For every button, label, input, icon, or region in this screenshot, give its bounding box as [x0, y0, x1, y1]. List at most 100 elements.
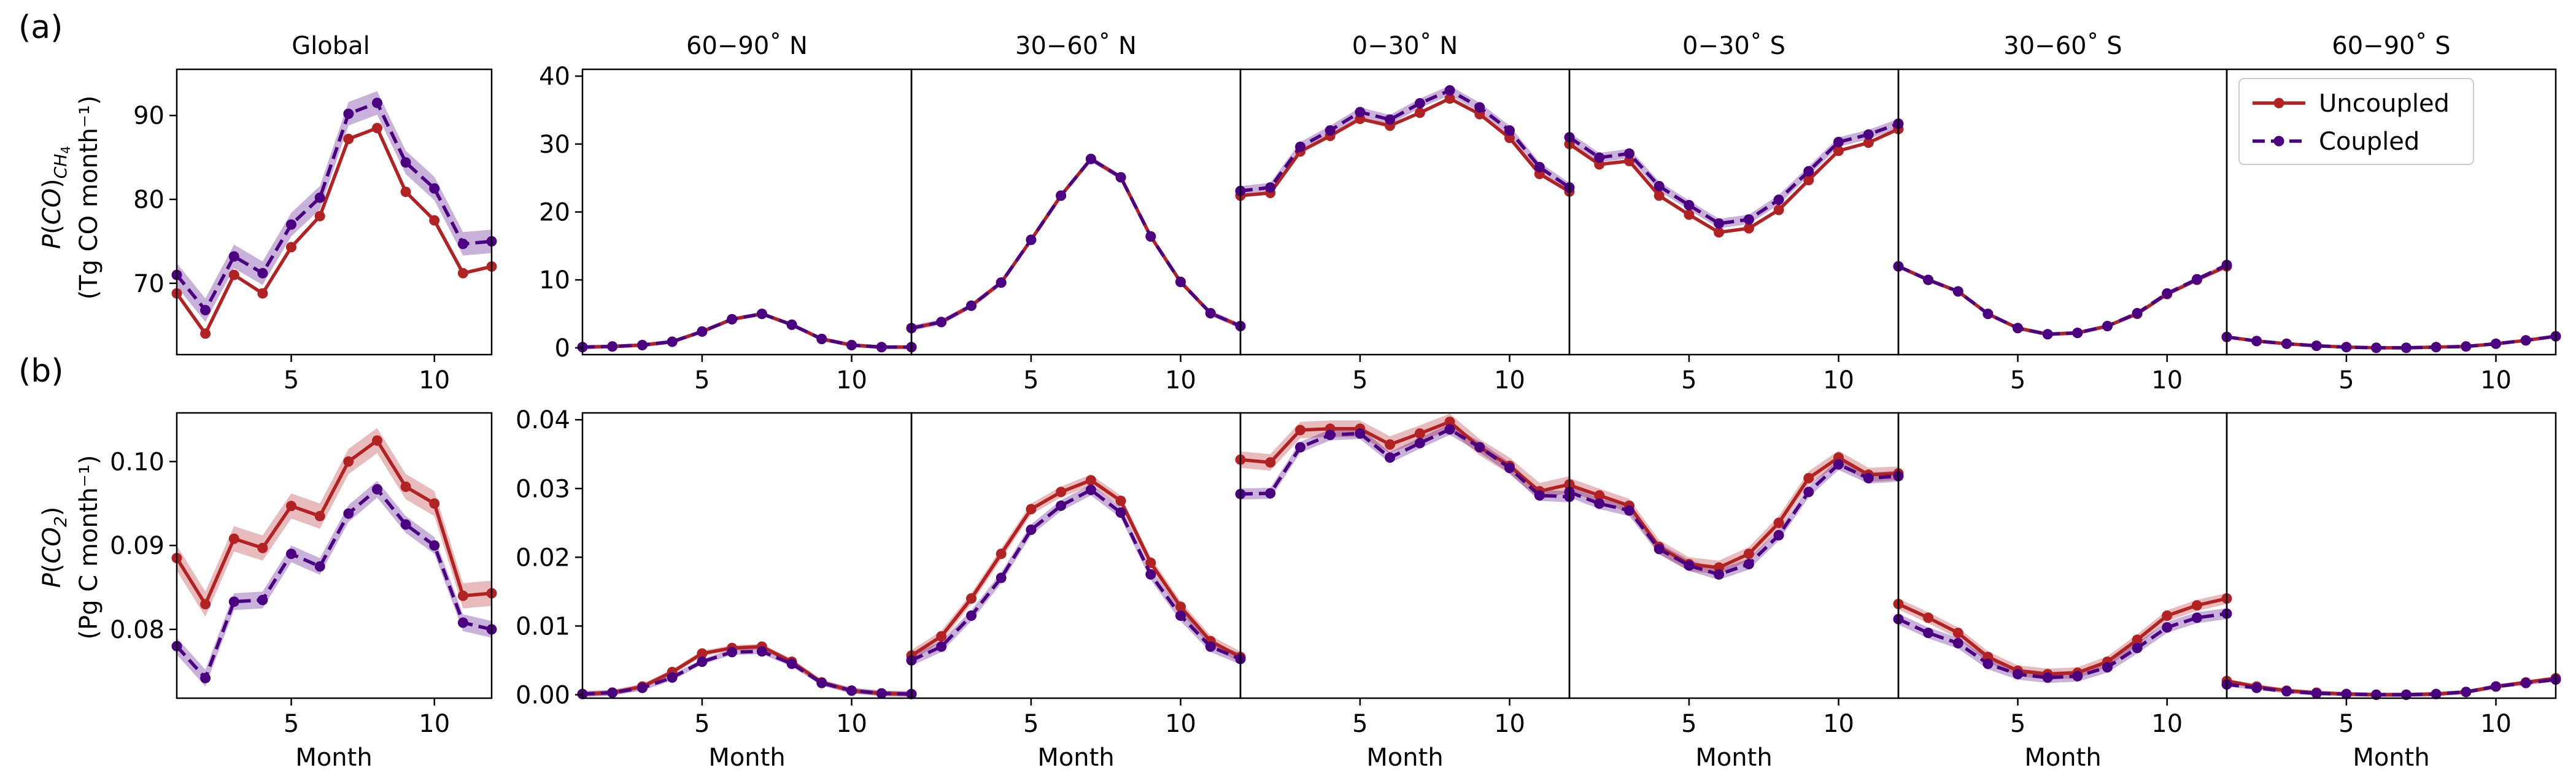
- data-point-coupled-m2: [1594, 498, 1605, 509]
- y-tick-label: 40: [539, 63, 570, 91]
- data-point-coupled-m2: [1594, 152, 1605, 163]
- data-point-coupled-m11: [457, 239, 468, 249]
- data-point-coupled-m6: [1056, 500, 1067, 511]
- data-point-coupled-m9: [400, 519, 411, 530]
- x-tick-label: 10: [1494, 366, 1525, 394]
- data-point-uncoupled-m2: [1594, 490, 1605, 501]
- x-tick-label: 5: [1352, 710, 1367, 738]
- data-point-coupled-m6: [1385, 114, 1396, 125]
- x-tick-label: 10: [1165, 366, 1196, 394]
- data-point-coupled-m3: [966, 610, 977, 621]
- data-point-coupled-m8: [1115, 172, 1126, 183]
- xlabel-60-90n: Month: [708, 744, 785, 772]
- data-point-coupled-m4: [667, 336, 678, 347]
- panel-b-0-30-n: 5 10: [1235, 412, 1575, 738]
- data-point-coupled-m7: [2400, 342, 2412, 353]
- data-point-uncoupled-m6: [314, 510, 325, 521]
- x-tick-label: 5: [1023, 366, 1039, 394]
- data-point-uncoupled-m9: [400, 481, 411, 492]
- series-line-uncoupled: [1569, 456, 1899, 569]
- data-point-coupled-m3: [2281, 686, 2292, 697]
- data-point-coupled-m6: [1385, 452, 1396, 463]
- y-tick-label: 30: [539, 131, 570, 159]
- band-coupled: [1240, 423, 1569, 502]
- data-point-coupled-m2: [2251, 336, 2262, 347]
- data-point-coupled-m9: [816, 334, 827, 344]
- data-point-coupled-m5: [1684, 560, 1695, 571]
- x-tick-label: 10: [836, 366, 867, 394]
- panel-b-30-60-s: 5 10: [1893, 412, 2232, 738]
- data-point-coupled-m4: [1654, 180, 1665, 191]
- x-tick-label: 10: [836, 710, 867, 738]
- data-point-coupled-m4: [1654, 544, 1665, 555]
- data-point-coupled-m2: [936, 317, 947, 328]
- x-tick-label: 5: [2010, 710, 2025, 738]
- y-tick-label: 0.01: [516, 612, 570, 641]
- data-point-coupled-m7: [1414, 437, 1425, 448]
- panel-title-global: Global: [292, 32, 370, 60]
- panel-title-0-30n: 0−30˚ N: [1352, 32, 1458, 60]
- data-point-coupled-m10: [1175, 610, 1186, 621]
- data-point-uncoupled-m2: [1265, 457, 1276, 468]
- x-tick-label: 10: [1494, 710, 1525, 738]
- panel-b-0-30-s: 5 10: [1564, 412, 1904, 738]
- data-point-coupled-m2: [1265, 488, 1276, 499]
- data-point-coupled-m2: [1923, 628, 1934, 639]
- data-point-coupled-m9: [2461, 687, 2472, 698]
- data-point-coupled-m11: [1534, 161, 1545, 172]
- data-point-uncoupled-m4: [1654, 190, 1665, 201]
- y-tick-label: 0.00: [516, 681, 570, 709]
- panel-title-60-90s: 60−90˚ S: [2332, 32, 2450, 60]
- data-point-uncoupled-m11: [2191, 600, 2202, 611]
- series-line-coupled: [175, 101, 492, 312]
- ylabel-b-line1: P(CO2): [38, 507, 71, 588]
- data-point-uncoupled-m7: [1085, 475, 1096, 486]
- data-point-uncoupled-m7: [1414, 428, 1425, 439]
- data-point-coupled-m11: [2520, 335, 2531, 346]
- data-point-coupled-m10: [1504, 463, 1515, 474]
- series-line-coupled: [175, 487, 492, 680]
- series-line-uncoupled: [175, 439, 492, 606]
- data-point-coupled-m11: [2191, 612, 2202, 623]
- data-point-coupled-m8: [1444, 85, 1455, 96]
- data-point-coupled-m9: [2132, 308, 2143, 318]
- panel-title-60-90n: 60−90˚ N: [686, 32, 808, 60]
- y-tick-label: 10: [539, 266, 570, 294]
- data-point-coupled-m10: [846, 685, 857, 696]
- data-point-coupled-m4: [1982, 309, 1994, 320]
- data-point-coupled-m9: [1474, 102, 1485, 113]
- data-point-uncoupled-m3: [1624, 156, 1634, 166]
- band-coupled: [177, 91, 492, 322]
- data-point-coupled-m10: [846, 340, 857, 350]
- panel-title-30-60n: 30−60˚ N: [1015, 32, 1137, 60]
- data-point-coupled-m10: [1833, 137, 1844, 147]
- data-point-coupled-m6: [1056, 190, 1067, 201]
- data-point-coupled-m9: [1803, 487, 1814, 498]
- legend-marker-coupled: [2273, 136, 2284, 147]
- data-point-coupled-m6: [2042, 672, 2053, 683]
- y-tick-label: 0.08: [110, 616, 164, 644]
- data-point-coupled-m11: [457, 617, 468, 628]
- y-tick-label: 70: [133, 270, 164, 298]
- data-point-coupled-m9: [816, 677, 827, 688]
- data-point-coupled-m7: [343, 109, 354, 119]
- x-tick-label: 5: [694, 710, 710, 738]
- data-point-coupled-m6: [314, 192, 325, 203]
- data-point-coupled-m7: [1085, 485, 1096, 495]
- series-line-coupled: [1240, 428, 1570, 499]
- panel-title-0-30s: 0−30˚ S: [1682, 32, 1785, 60]
- x-tick-label: 5: [1352, 366, 1367, 394]
- data-point-uncoupled-m2: [200, 599, 211, 610]
- data-point-coupled-m5: [2341, 688, 2352, 699]
- data-point-coupled-m9: [1474, 442, 1485, 453]
- x-tick-label: 5: [284, 366, 299, 394]
- data-point-uncoupled-m6: [314, 210, 325, 221]
- data-point-uncoupled-m8: [1444, 93, 1455, 104]
- data-point-coupled-m5: [286, 548, 296, 560]
- data-point-coupled-m7: [756, 309, 767, 320]
- data-point-coupled-m11: [1863, 129, 1874, 140]
- data-point-coupled-m8: [2431, 342, 2442, 353]
- data-point-uncoupled-m2: [1923, 612, 1934, 623]
- data-point-coupled-m8: [1444, 424, 1455, 435]
- data-point-coupled-m7: [2400, 689, 2412, 700]
